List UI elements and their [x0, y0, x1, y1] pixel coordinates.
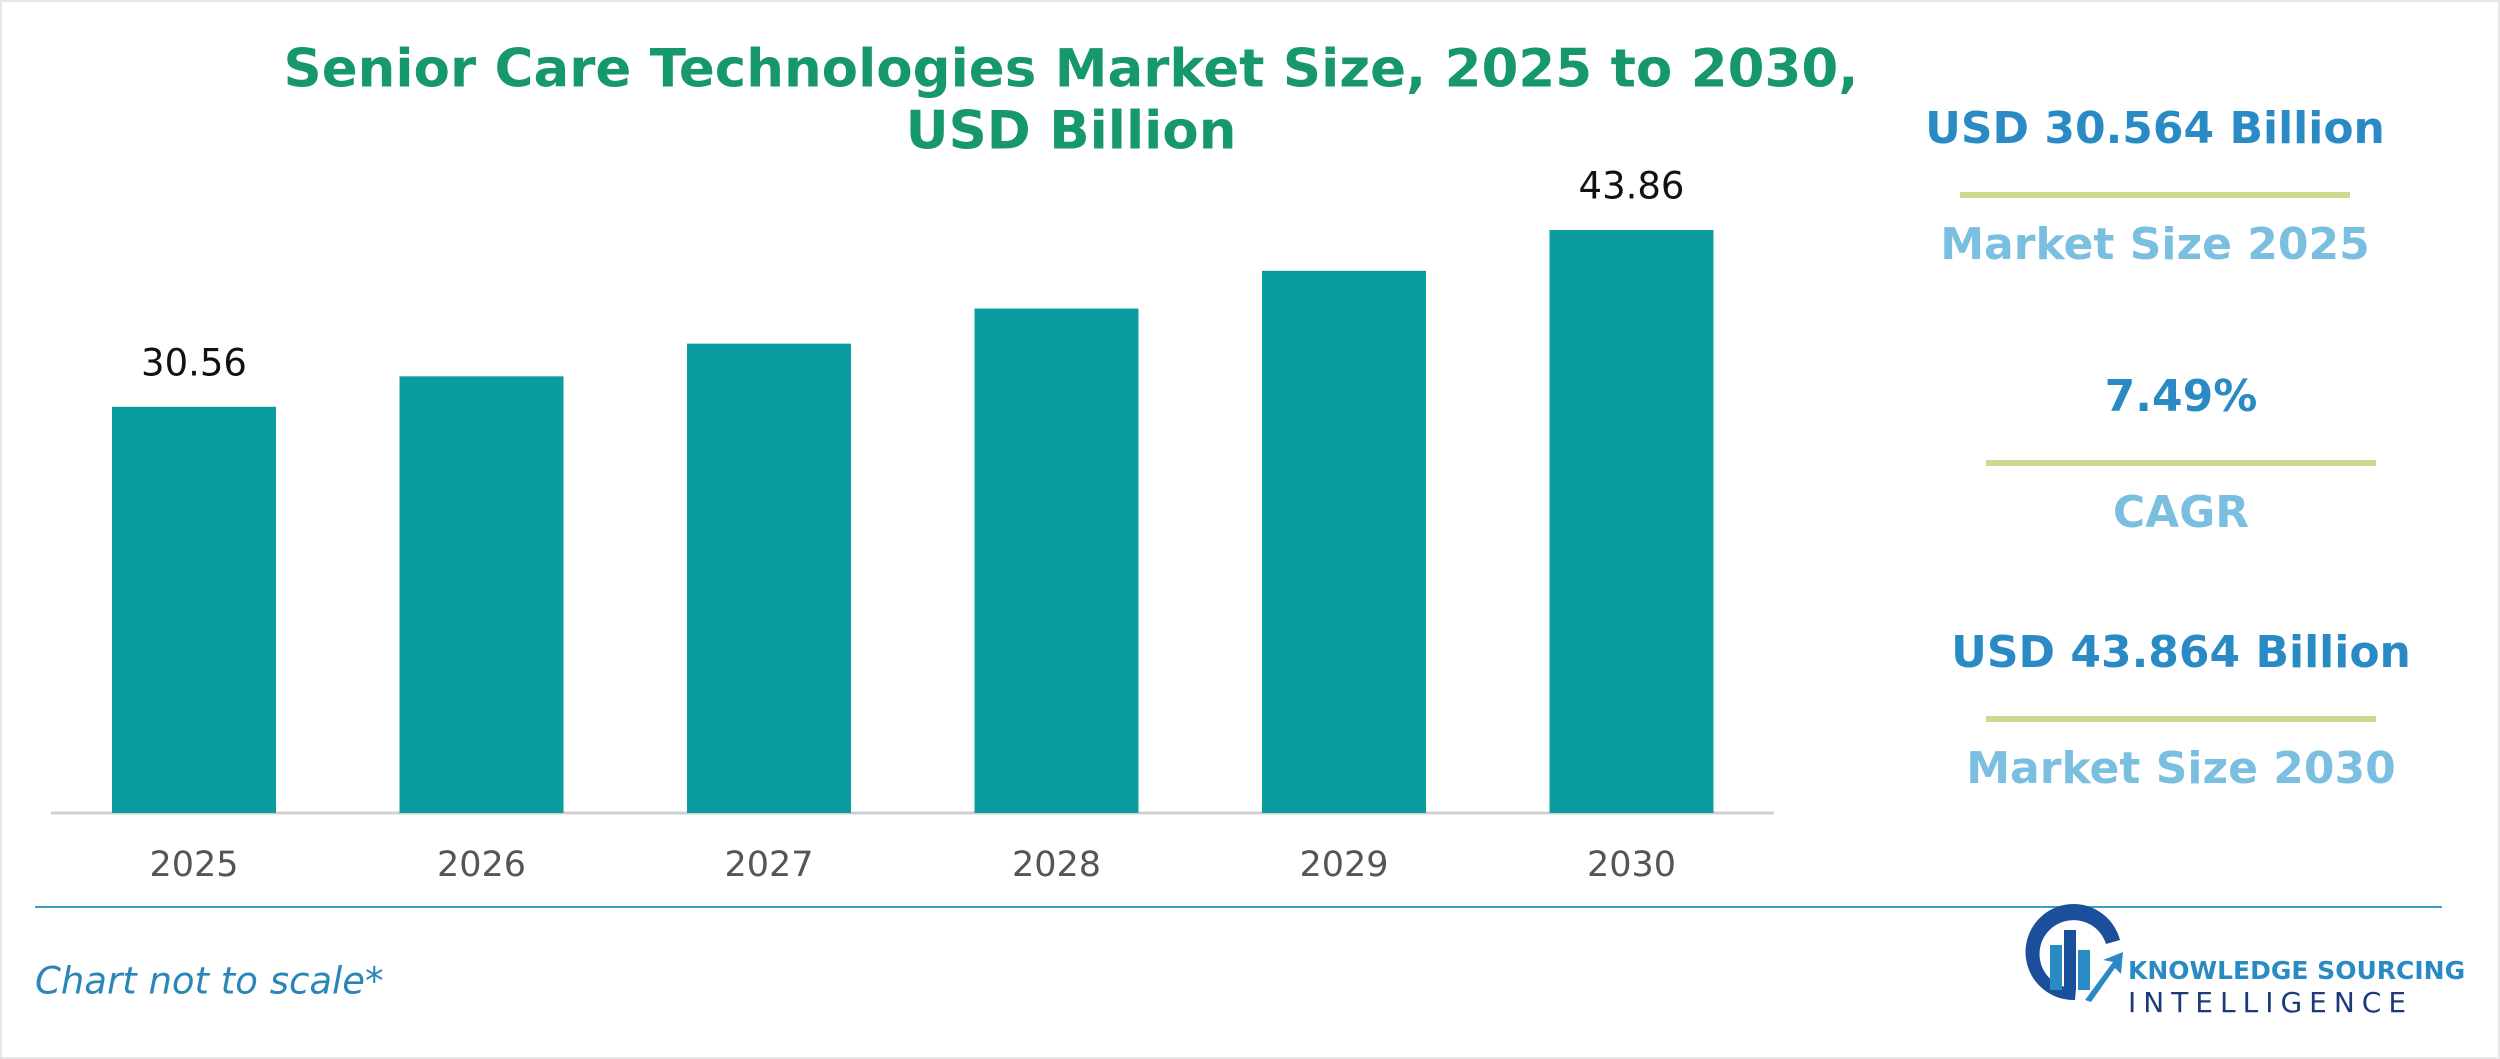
summary-value: 7.49% — [2105, 371, 2258, 422]
x-tick-label: 2029 — [1299, 845, 1388, 885]
logo-line1: KNOWLEDGE SOURCING — [2128, 956, 2465, 985]
data-label: 43.86 — [1579, 165, 1685, 208]
bar — [974, 308, 1139, 813]
data-label: 30.56 — [141, 341, 247, 384]
chart-title: Senior Care Technologies Market Size, 20… — [284, 39, 1859, 100]
summary-label: Market Size 2030 — [1966, 743, 2395, 794]
bar — [112, 406, 276, 813]
logo-block — [2050, 945, 2062, 990]
summary-label: Market Size 2025 — [1940, 219, 2369, 270]
logo-block — [2064, 930, 2076, 990]
x-tick-label: 2026 — [437, 845, 526, 885]
footnote: Chart not to scale* — [35, 960, 384, 1003]
summary-value: USD 30.564 Billion — [1925, 103, 2385, 154]
summary-value: USD 43.864 Billion — [1951, 627, 2411, 678]
x-tick-label: 2027 — [724, 845, 813, 885]
logo-line2: INTELLIGENCE — [2128, 986, 2413, 1019]
bar — [399, 376, 564, 813]
bar — [1549, 230, 1714, 813]
x-tick-label: 2025 — [149, 845, 238, 885]
x-tick-label: 2028 — [1012, 845, 1101, 885]
logo-block — [2078, 950, 2090, 990]
bar — [1262, 270, 1426, 813]
chart-title: USD Billion — [906, 101, 1237, 162]
logo: KNOWLEDGE SOURCING INTELLIGENCE — [2025, 904, 2465, 1019]
summary-label: CAGR — [2113, 487, 2249, 538]
bar — [687, 343, 851, 813]
logo-arrow — [2085, 952, 2123, 1002]
x-tick-label: 2030 — [1587, 845, 1676, 885]
logo-ring — [2025, 904, 2120, 1001]
